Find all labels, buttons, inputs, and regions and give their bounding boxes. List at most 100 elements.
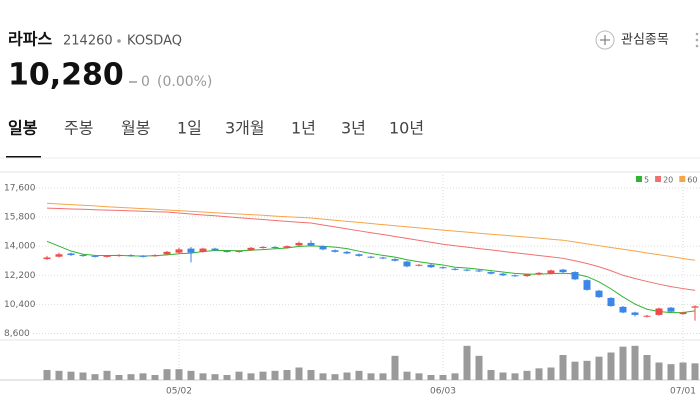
- candle-body: [151, 255, 159, 257]
- volume-bar: [139, 373, 147, 380]
- volume-bar: [283, 370, 291, 380]
- candle-body: [235, 251, 243, 253]
- candle-body: [343, 251, 351, 254]
- y-tick-label: 12,200: [4, 271, 36, 281]
- volume-bar: [379, 373, 387, 380]
- candle-body: [223, 251, 231, 253]
- volume-bar: [667, 364, 675, 380]
- candle-body: [115, 255, 123, 257]
- volume-bar: [367, 373, 375, 380]
- candle-body: [79, 255, 87, 257]
- y-tick-label: 14,000: [4, 242, 36, 252]
- candle-body: [307, 242, 315, 246]
- volume-bar: [151, 375, 159, 380]
- candle-body: [199, 248, 207, 252]
- period-tab[interactable]: 월봉: [121, 119, 150, 138]
- candle-body: [511, 275, 519, 277]
- candle-body: [211, 248, 219, 251]
- candle-body: [499, 273, 507, 276]
- volume-bar: [679, 362, 687, 380]
- candle-body: [283, 246, 291, 248]
- candle-body: [55, 254, 63, 257]
- volume-bar: [631, 345, 639, 380]
- favorite-button[interactable]: 관심종목: [595, 30, 669, 50]
- period-tab[interactable]: 주봉: [64, 119, 93, 138]
- volume-bar: [211, 374, 219, 380]
- candle-body: [523, 274, 531, 277]
- volume-bar: [319, 373, 327, 380]
- period-tab[interactable]: 1년: [291, 119, 316, 138]
- candle-body: [487, 272, 495, 274]
- volume-bar: [643, 355, 651, 380]
- volume-bar: [43, 370, 51, 380]
- y-tick-label: 10,400: [4, 300, 36, 310]
- more-menu[interactable]: [695, 32, 699, 48]
- period-tab[interactable]: 3개월: [225, 119, 265, 138]
- volume-bar: [355, 370, 363, 380]
- moving-average-line: [46, 240, 696, 314]
- volume-bar: [571, 361, 579, 380]
- candle-body: [667, 307, 675, 312]
- legend-swatch: [636, 176, 642, 182]
- volume-bar: [175, 369, 183, 380]
- favorite-icon: [595, 30, 615, 50]
- volume-bar: [247, 373, 255, 380]
- volume-bar: [391, 355, 399, 380]
- volume-bar: [295, 367, 303, 380]
- candle-body: [367, 256, 375, 258]
- volume-bar: [619, 346, 627, 380]
- candle-body: [559, 269, 567, 273]
- period-tab[interactable]: 1일: [177, 119, 202, 138]
- candle-body: [259, 246, 267, 248]
- volume-bar: [115, 375, 123, 380]
- x-tick-label: 06/03: [430, 387, 456, 397]
- legend-label: 60: [687, 176, 697, 185]
- volume-bar: [271, 370, 279, 380]
- volume-bar: [427, 375, 435, 380]
- volume-bar: [535, 368, 543, 380]
- volume-bar: [499, 372, 507, 380]
- period-tab[interactable]: 10년: [389, 119, 424, 138]
- y-tick-label: 17,600: [4, 183, 36, 193]
- volume-bar: [223, 375, 231, 380]
- legend-swatch: [655, 176, 662, 182]
- volume-bar: [163, 369, 171, 380]
- volume-bar: [487, 370, 495, 380]
- volume-bar: [439, 375, 447, 380]
- candle-body: [691, 306, 699, 308]
- candle-body: [571, 272, 579, 280]
- volume-bar: [415, 373, 423, 380]
- candle-body: [631, 312, 639, 315]
- candle-body: [163, 251, 171, 255]
- legend-label: 5: [644, 176, 649, 185]
- candle-body: [43, 257, 51, 260]
- volume-bar: [259, 371, 267, 380]
- candle-body: [295, 242, 303, 246]
- candle-body: [415, 264, 423, 266]
- candle-body: [67, 253, 75, 256]
- volume-bar: [583, 360, 591, 380]
- candle-body: [679, 312, 687, 315]
- y-tick-label: 15,800: [4, 213, 36, 223]
- legend-swatch: [679, 176, 686, 182]
- candle-body: [655, 308, 663, 315]
- favorite-plus: [600, 35, 610, 45]
- chart: 8,600 10,400 12,200 14,000 15,800 17,600 05/02…: [0, 171, 700, 397]
- volume-bar: [523, 370, 531, 380]
- candle-body: [271, 246, 279, 248]
- period-tab[interactable]: 3년: [341, 119, 366, 138]
- price-change: 0: [141, 74, 150, 90]
- candle-body: [319, 246, 327, 250]
- volume-bar: [91, 374, 99, 380]
- candle-body: [127, 255, 135, 257]
- period-tab[interactable]: 일봉: [8, 119, 38, 138]
- volume-bar: [595, 356, 603, 380]
- volume-bar: [331, 374, 339, 380]
- volume-bar: [559, 355, 567, 380]
- y-tick-label: 8,600: [4, 329, 30, 339]
- candle-body: [643, 315, 651, 317]
- volume-bar: [607, 352, 615, 380]
- candle-body: [547, 270, 555, 274]
- candle-body: [619, 306, 627, 313]
